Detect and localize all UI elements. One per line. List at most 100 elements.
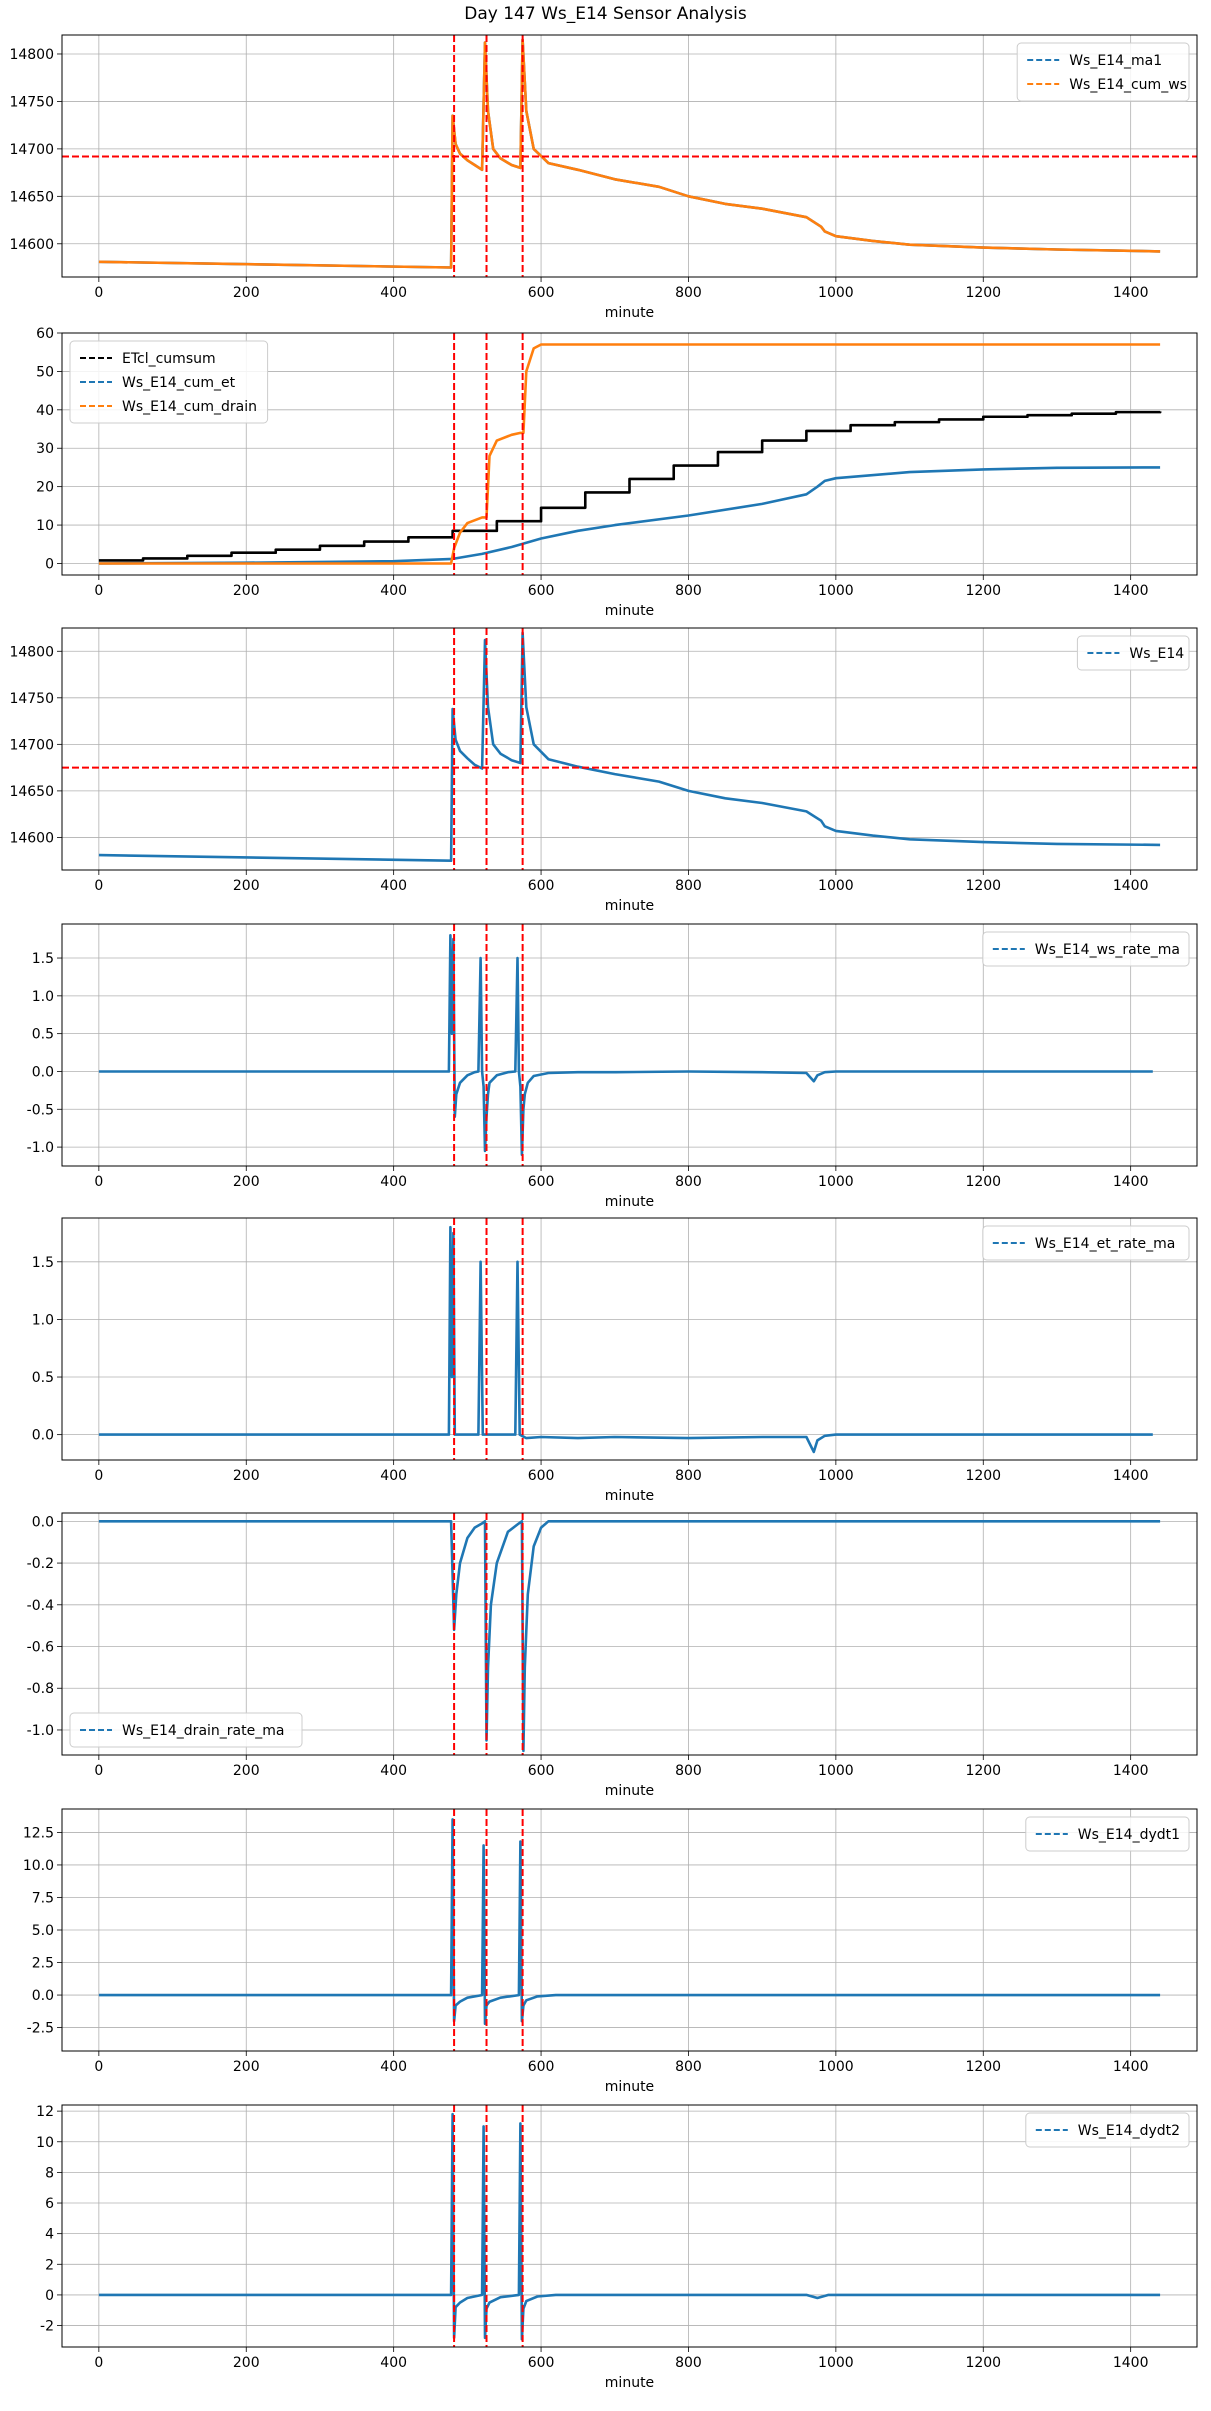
- x-tick-label: 600: [528, 2059, 555, 2075]
- x-tick-label: 0: [94, 583, 103, 599]
- x-tick-label: 1200: [965, 1763, 1001, 1779]
- x-tick-label: 800: [675, 1174, 702, 1190]
- series-line-Ws_E14_cum_ws: [98, 38, 1161, 269]
- legend: Ws_E14_dydt1: [1025, 1816, 1190, 1852]
- x-tick-label: 800: [675, 583, 702, 599]
- x-axis-label: minute: [605, 603, 654, 619]
- series-line-Ws_E14_dydt1: [98, 1818, 1161, 2025]
- x-tick-label: 400: [380, 1468, 407, 1484]
- series-line-Ws_E14_drain_rate_ma: [98, 1520, 1161, 1753]
- y-tick-label: 10: [36, 2135, 54, 2151]
- legend-box: [982, 931, 1190, 967]
- legend-box: [1076, 635, 1190, 671]
- legend-label: Ws_E14_cum_ws: [1069, 77, 1187, 93]
- y-tick-label: 10: [36, 518, 54, 534]
- x-axis-label: minute: [605, 2079, 654, 2095]
- axes-frame: [61, 1808, 1198, 2052]
- y-tick-label: 30: [36, 441, 54, 457]
- series-line-Ws_E14_cum_drain: [98, 343, 1161, 565]
- legend-label: Ws_E14_et_rate_ma: [1035, 1236, 1176, 1252]
- subplot-8: 0 200 400 600 800 1000 1200 1400 -2 0 2 4 6 8 10 12 minu…: [36, 2104, 1198, 2391]
- y-tick-label: -1.0: [27, 1723, 54, 1739]
- legend-label: Ws_E14_dydt2: [1078, 2123, 1180, 2139]
- x-tick-label: 1000: [818, 2355, 854, 2371]
- y-tick-label: 20: [36, 480, 54, 496]
- x-tick-label: 1400: [1113, 1763, 1149, 1779]
- y-tick-label: 14650: [9, 784, 54, 800]
- y-tick-label: 5.0: [32, 1923, 54, 1939]
- y-tick-label: 14750: [9, 94, 54, 110]
- y-tick-label: 0.5: [32, 1027, 54, 1043]
- x-tick-label: 400: [380, 878, 407, 894]
- y-tick-label: -0.5: [27, 1102, 54, 1118]
- axes-frame: [61, 1217, 1198, 1461]
- x-tick-label: 400: [380, 1174, 407, 1190]
- x-tick-label: 0: [94, 285, 103, 301]
- legend-label: ETcl_cumsum: [122, 351, 216, 367]
- axes-frame: [61, 1512, 1198, 1756]
- x-tick-label: 1400: [1113, 583, 1149, 599]
- x-tick-label: 0: [94, 878, 103, 894]
- x-tick-label: 200: [233, 2355, 260, 2371]
- x-tick-label: 0: [94, 1174, 103, 1190]
- legend-box: [69, 340, 269, 424]
- x-tick-label: 1000: [818, 2059, 854, 2075]
- y-tick-label: -2.5: [27, 2021, 54, 2037]
- legend: ETcl_cumsum Ws_E14_cum_et Ws_E14_cum_drain: [69, 340, 269, 424]
- legend: Ws_E14_drain_rate_ma: [69, 1712, 303, 1748]
- legend-box: [982, 1225, 1190, 1261]
- x-tick-label: 1400: [1113, 2059, 1149, 2075]
- y-tick-label: 0: [45, 556, 54, 572]
- y-tick-label: 0: [45, 2288, 54, 2304]
- legend-label: Ws_E14_ws_rate_ma: [1035, 942, 1180, 958]
- y-tick-label: 2: [45, 2257, 54, 2273]
- legend: Ws_E14_dydt2: [1025, 2112, 1190, 2148]
- x-tick-label: 400: [380, 2355, 407, 2371]
- x-tick-label: 600: [528, 1763, 555, 1779]
- legend-label: Ws_E14: [1129, 646, 1184, 662]
- x-axis-label: minute: [605, 1194, 654, 1210]
- x-tick-label: 1000: [818, 1174, 854, 1190]
- x-tick-label: 0: [94, 1468, 103, 1484]
- figure-title: Day 147 Ws_E14 Sensor Analysis: [464, 4, 747, 24]
- legend-box: [69, 1712, 303, 1748]
- x-tick-label: 400: [380, 285, 407, 301]
- x-tick-label: 1200: [965, 2355, 1001, 2371]
- legend-label: Ws_E14_ma1: [1069, 53, 1162, 69]
- y-tick-label: 0.0: [32, 1514, 54, 1530]
- series-line-Ws_E14_et_rate_ma: [98, 1225, 1153, 1454]
- legend: Ws_E14: [1076, 635, 1190, 671]
- x-tick-label: 200: [233, 1763, 260, 1779]
- subplot-6: 0 200 400 600 800 1000 1200 1400 -1.0 -0.8 -0.6 -0.…: [27, 1512, 1198, 1799]
- series-line-Ws_E14_dydt2: [98, 2112, 1161, 2341]
- x-axis-label: minute: [605, 305, 654, 321]
- y-tick-label: 14600: [9, 830, 54, 846]
- y-tick-label: 1.5: [32, 951, 54, 967]
- y-tick-label: 0.0: [32, 1428, 54, 1444]
- x-axis-label: minute: [605, 1783, 654, 1799]
- y-tick-label: 2.5: [32, 1956, 54, 1972]
- x-tick-label: 1000: [818, 285, 854, 301]
- x-tick-label: 600: [528, 1174, 555, 1190]
- x-tick-label: 1200: [965, 1468, 1001, 1484]
- axes-frame: [61, 34, 1198, 278]
- series-line-ETcl_cumsum: [98, 410, 1162, 562]
- y-tick-label: 14800: [9, 644, 54, 660]
- legend-label: Ws_E14_dydt1: [1078, 1827, 1180, 1843]
- x-tick-label: 200: [233, 583, 260, 599]
- axes-frame: [61, 923, 1198, 1167]
- x-tick-label: 1400: [1113, 285, 1149, 301]
- y-tick-label: 12: [36, 2104, 54, 2120]
- subplot-4: 0 200 400 600 800 1000 1200 1400 -1.0 -0.5 0.0 0.5 1…: [27, 923, 1198, 1210]
- y-tick-label: 10.0: [23, 1858, 54, 1874]
- legend: Ws_E14_ws_rate_ma: [982, 931, 1190, 967]
- y-tick-label: 14800: [9, 47, 54, 63]
- y-tick-label: -0.6: [27, 1640, 54, 1656]
- x-tick-label: 0: [94, 1763, 103, 1779]
- x-tick-label: 1400: [1113, 1468, 1149, 1484]
- x-tick-label: 1200: [965, 583, 1001, 599]
- axes-frame: [61, 2104, 1198, 2348]
- x-tick-label: 200: [233, 1468, 260, 1484]
- x-axis-label: minute: [605, 1488, 654, 1504]
